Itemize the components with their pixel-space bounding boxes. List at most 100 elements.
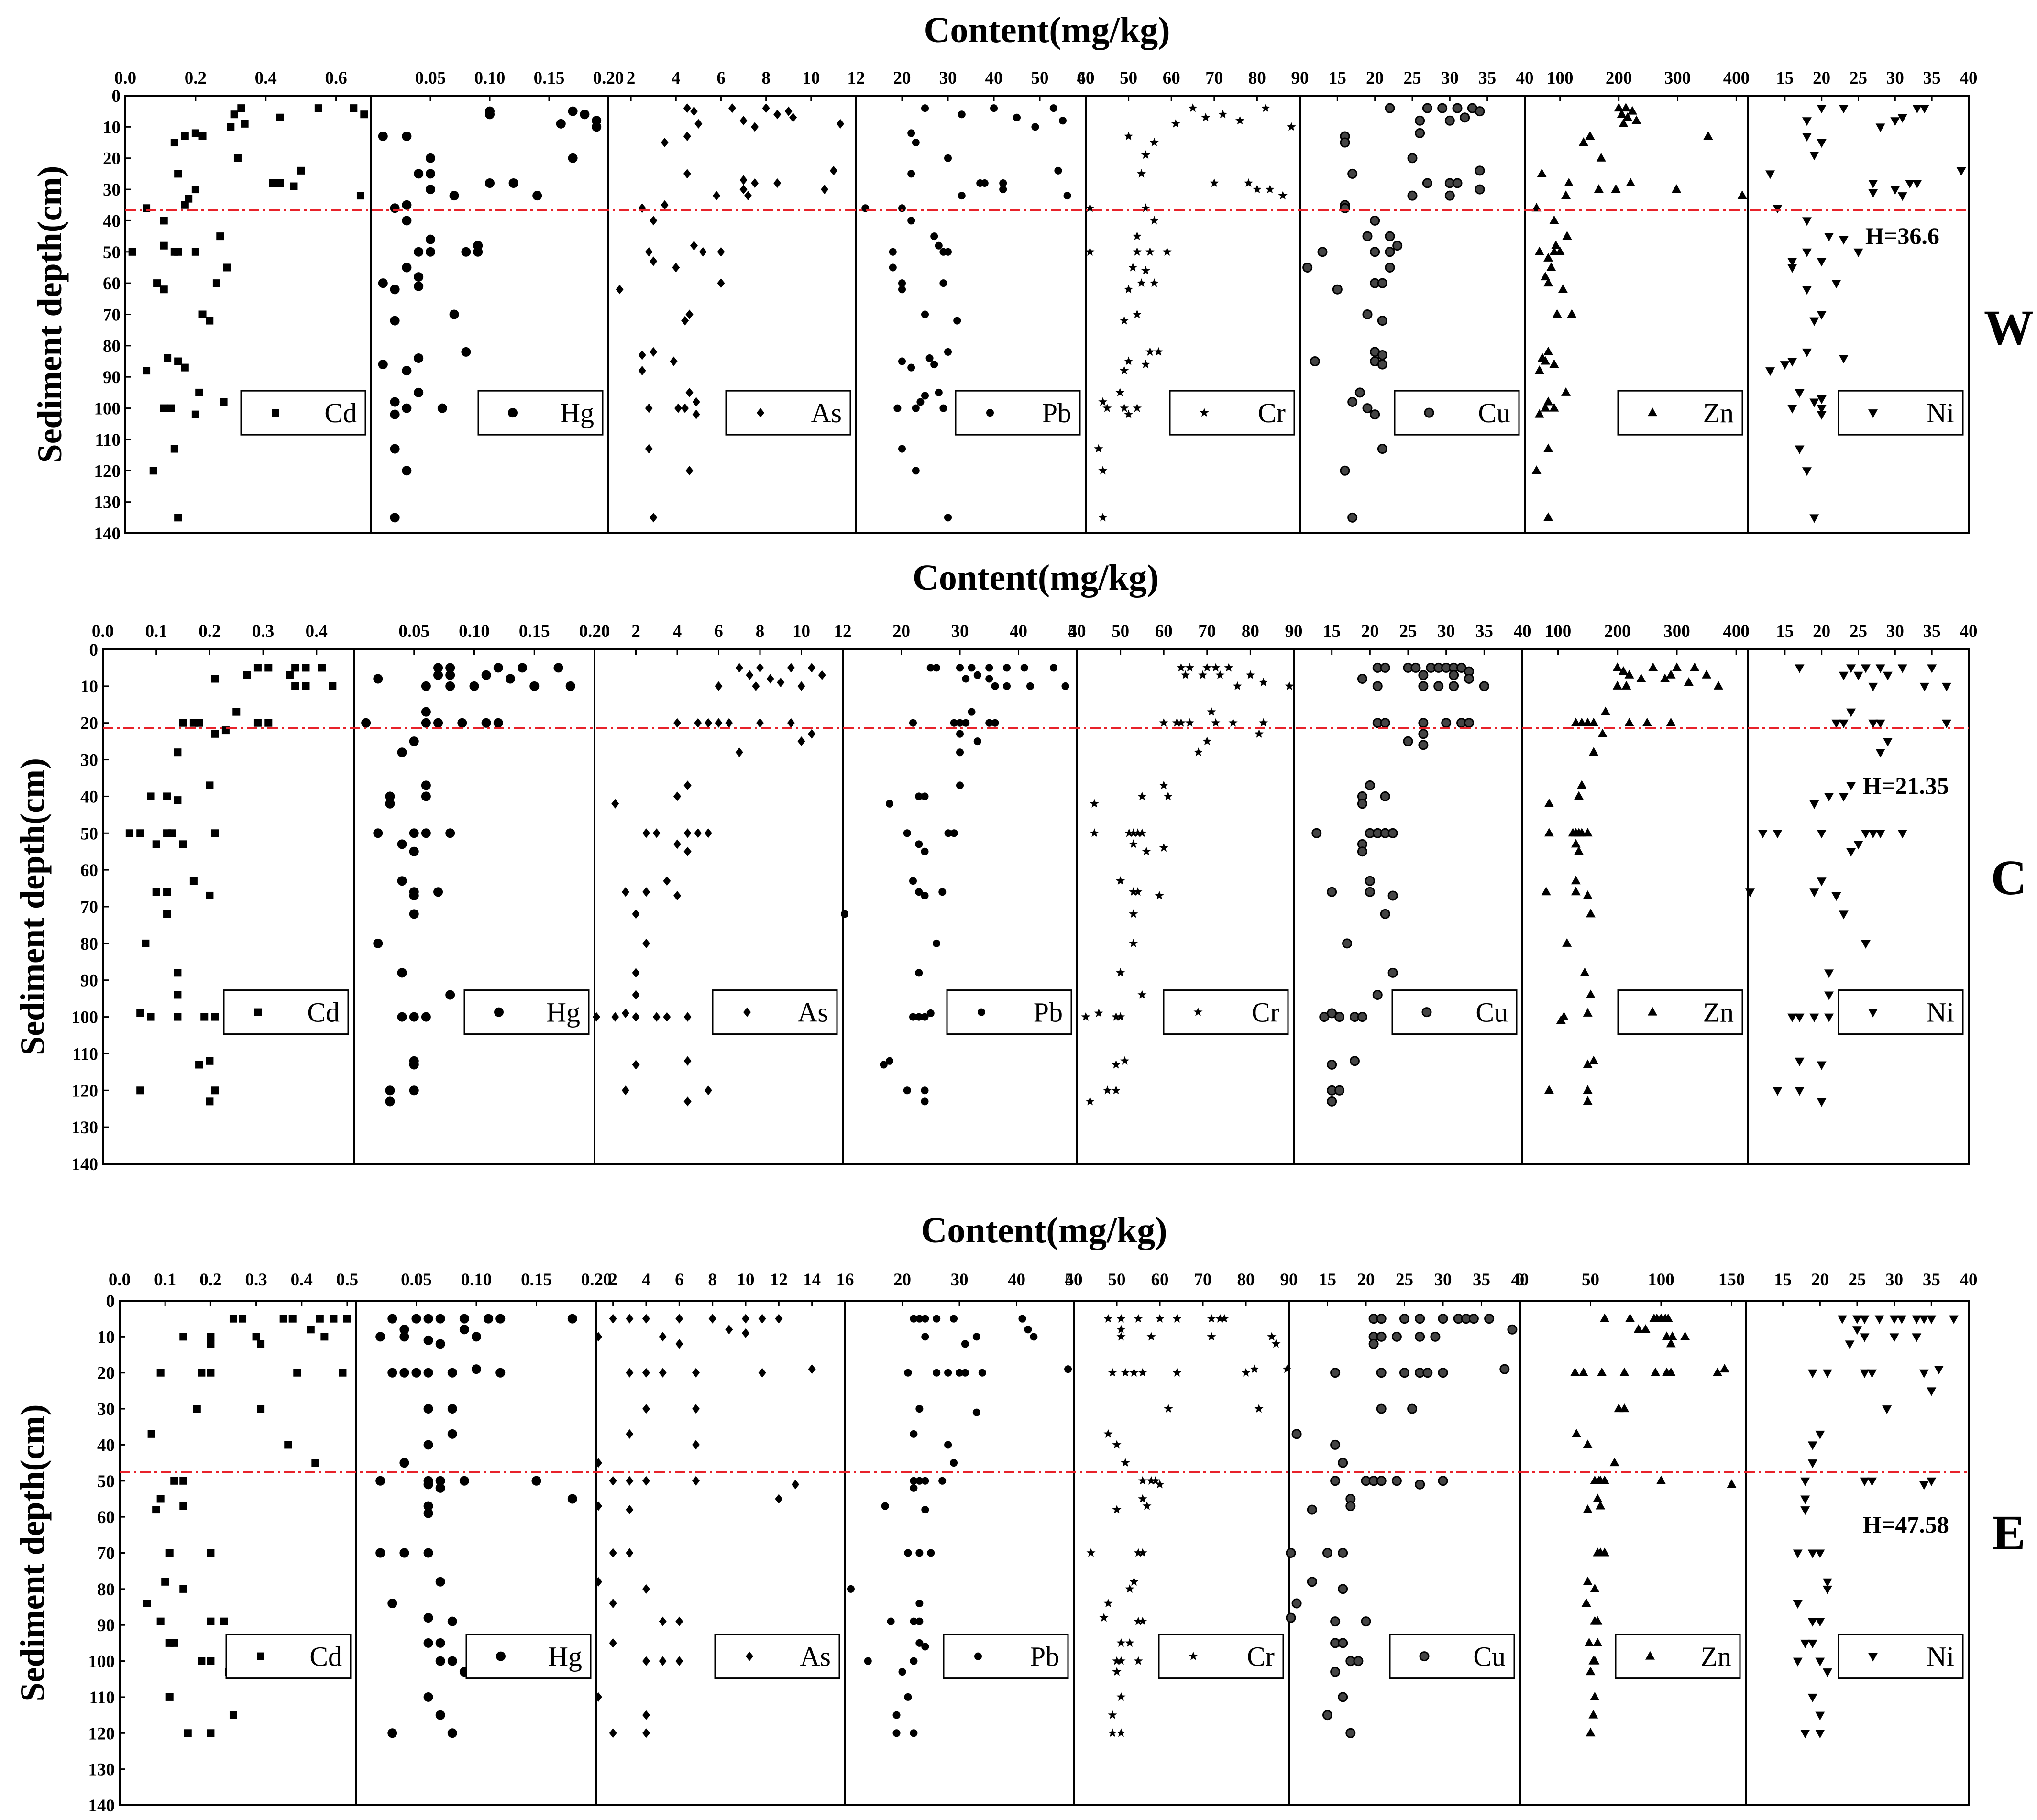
data-point (207, 1333, 215, 1341)
panel-Hg: 0.05 0.10 0.15 0.20 Hg (370, 68, 624, 534)
data-point (1149, 278, 1159, 287)
data-point (1667, 1331, 1677, 1340)
data-point (775, 1494, 783, 1504)
data-point (847, 1585, 855, 1593)
x-tick-label: 50 (1065, 1270, 1083, 1290)
data-point (1882, 1405, 1892, 1414)
data-point (179, 1585, 187, 1593)
data-point (1342, 938, 1353, 949)
data-point (1141, 203, 1150, 212)
data-point (1207, 1314, 1216, 1323)
data-point (1824, 793, 1834, 802)
x-tick-label: 0.10 (474, 68, 506, 88)
data-point (1787, 358, 1797, 367)
data-point (1252, 185, 1262, 194)
legend-label: Cu (1478, 397, 1510, 428)
data-point (1146, 1476, 1156, 1485)
data-point (1407, 153, 1418, 164)
data-point (683, 169, 691, 179)
chart-row-E: Content(mg/kg)Sediment depth(cm)01020304… (13, 1210, 2026, 1816)
data-point (356, 192, 364, 200)
data-point (1255, 729, 1264, 738)
data-point (1142, 1501, 1152, 1510)
data-point (912, 467, 920, 475)
legend-label: Ni (1927, 397, 1954, 428)
data-point (1585, 131, 1595, 140)
x-tick-label: 10 (737, 1270, 755, 1290)
data-point (320, 1333, 329, 1341)
data-point (232, 708, 241, 716)
data-point (1713, 680, 1723, 690)
data-point (1839, 671, 1849, 680)
data-point (1332, 284, 1343, 295)
x-tick-label: 80 (1248, 68, 1266, 88)
data-point (1116, 1638, 1126, 1647)
y-tick-label: 110 (73, 1044, 98, 1064)
legend-marker (257, 1652, 264, 1660)
legend-box (1617, 390, 1743, 436)
data-point (1905, 180, 1915, 188)
data-point (1875, 123, 1885, 132)
data-point (409, 828, 419, 838)
data-point (1233, 681, 1242, 690)
y-tick-label: 30 (103, 180, 121, 200)
data-point (808, 663, 816, 673)
data-point (143, 367, 151, 375)
x-tick-label: 150 (1718, 1270, 1745, 1290)
data-point (915, 888, 923, 896)
legend-Pb: Pb (955, 390, 1081, 436)
data-point (1845, 1340, 1855, 1349)
data-point (961, 1369, 969, 1377)
data-point (1059, 117, 1067, 125)
legend-marker (1648, 407, 1657, 417)
data-point (318, 664, 326, 672)
data-point (829, 165, 837, 175)
data-point (1822, 1578, 1832, 1587)
data-point (1141, 266, 1150, 275)
data-point (1347, 512, 1358, 523)
data-point (1452, 178, 1463, 188)
data-point (898, 445, 906, 453)
data-point (663, 1012, 671, 1022)
data-point (1809, 152, 1819, 161)
x-tick-label: 15 (1774, 1270, 1792, 1290)
data-point (1860, 1477, 1870, 1486)
x-tick-label: 100 (1545, 622, 1572, 641)
x-tick-label: 100 (1648, 1270, 1674, 1290)
data-point (239, 1315, 247, 1323)
legend-marker (496, 1651, 506, 1661)
data-point (136, 1086, 144, 1095)
x-tick-label: 25 (1396, 1270, 1413, 1290)
data-point (1802, 217, 1812, 226)
data-point (1460, 112, 1470, 123)
y-tick-label: 140 (88, 1796, 115, 1816)
data-point (1809, 317, 1819, 326)
legend-Cu: Cu (1389, 1634, 1515, 1679)
data-point (1572, 1428, 1581, 1437)
y-tick-label: 100 (88, 1652, 115, 1672)
data-point (1385, 262, 1395, 273)
data-point (1310, 356, 1320, 367)
x-tick-label: 40 (1960, 1270, 1978, 1290)
data-point (1372, 989, 1383, 1000)
data-point (433, 718, 443, 728)
panel-frame (1519, 1300, 1747, 1806)
data-point (1912, 105, 1922, 114)
data-point (1824, 969, 1834, 978)
data-point (156, 1495, 165, 1503)
data-point (421, 681, 431, 691)
data-point (1245, 670, 1255, 679)
data-point (944, 1369, 952, 1377)
data-point (953, 317, 961, 325)
data-points-Cu (1286, 1314, 1518, 1738)
data-point (717, 247, 725, 257)
data-point (930, 361, 938, 369)
data-point (1061, 682, 1069, 690)
data-point (1897, 114, 1907, 123)
data-point (898, 285, 906, 294)
data-point (595, 1501, 602, 1511)
data-point (1064, 1365, 1072, 1373)
data-point (1780, 361, 1790, 370)
x-tick-label: 20 (892, 622, 910, 641)
